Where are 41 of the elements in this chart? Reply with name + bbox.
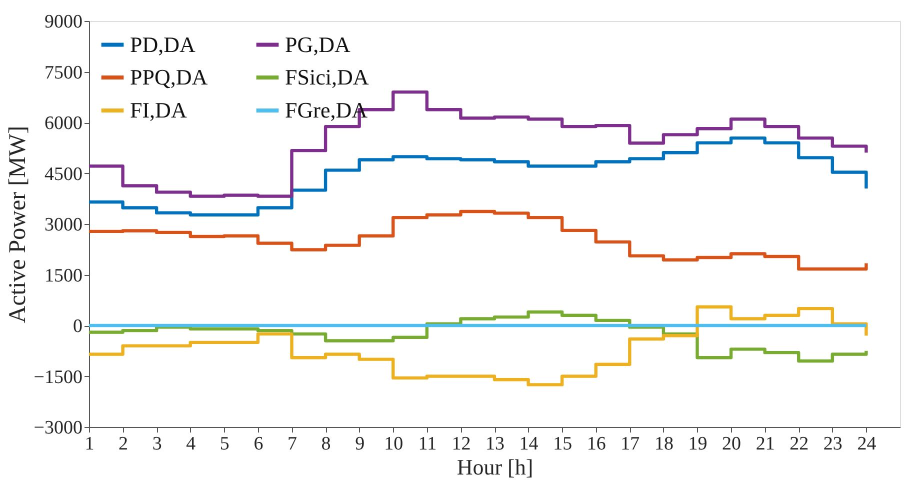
y-tick-label: 4500 [44, 164, 82, 185]
y-tick-label: 3000 [44, 214, 82, 236]
x-tick-label: 13 [486, 434, 504, 454]
y-tick-label: 6000 [44, 113, 82, 134]
x-tick-label: 8 [321, 434, 331, 454]
x-tick-label: 6 [254, 434, 264, 454]
y-tick-label: 9000 [44, 12, 82, 32]
legend-label: PG,DA [285, 32, 351, 57]
legend-label: PPQ,DA [130, 64, 208, 90]
x-tick-label: 14 [519, 434, 539, 454]
y-tick-label: 7500 [44, 62, 82, 84]
x-tick-label: 12 [452, 434, 471, 454]
x-tick-label: 18 [654, 434, 674, 454]
x-tick-label: 20 [722, 434, 742, 454]
x-tick-label: 5 [220, 434, 230, 454]
x-tick-label: 22 [790, 434, 809, 454]
y-axis-title: Active Power [MW] [4, 126, 31, 324]
legend-label: PD,DA [130, 32, 196, 57]
x-tick-label: 1 [84, 434, 94, 454]
legend-label: FGre,DA [285, 98, 368, 122]
y-tick-label: 1500 [44, 265, 82, 286]
x-tick-label: 16 [586, 434, 606, 454]
legend-label: FSici,DA [285, 64, 369, 90]
x-tick-label: 23 [823, 434, 842, 454]
y-tick-label: −1500 [34, 366, 82, 388]
x-tick-label: 7 [288, 434, 297, 454]
x-tick-label: 4 [186, 434, 196, 454]
x-tick-label: 19 [688, 434, 708, 454]
x-tick-label: 11 [418, 434, 437, 454]
x-tick-label: 24 [857, 434, 877, 454]
x-tick-label: 15 [553, 434, 572, 454]
x-tick-label: 21 [756, 434, 775, 454]
y-tick-label: 0 [73, 316, 82, 337]
x-tick-label: 2 [118, 434, 128, 454]
x-axis-title: Hour [h] [456, 454, 534, 480]
y-tick-label: −3000 [34, 418, 82, 438]
x-tick-label: 17 [620, 434, 640, 454]
legend-label: FI,DA [130, 98, 187, 122]
x-tick-label: 3 [152, 434, 162, 454]
x-tick-label: 10 [384, 434, 404, 454]
x-tick-label: 9 [355, 434, 365, 454]
